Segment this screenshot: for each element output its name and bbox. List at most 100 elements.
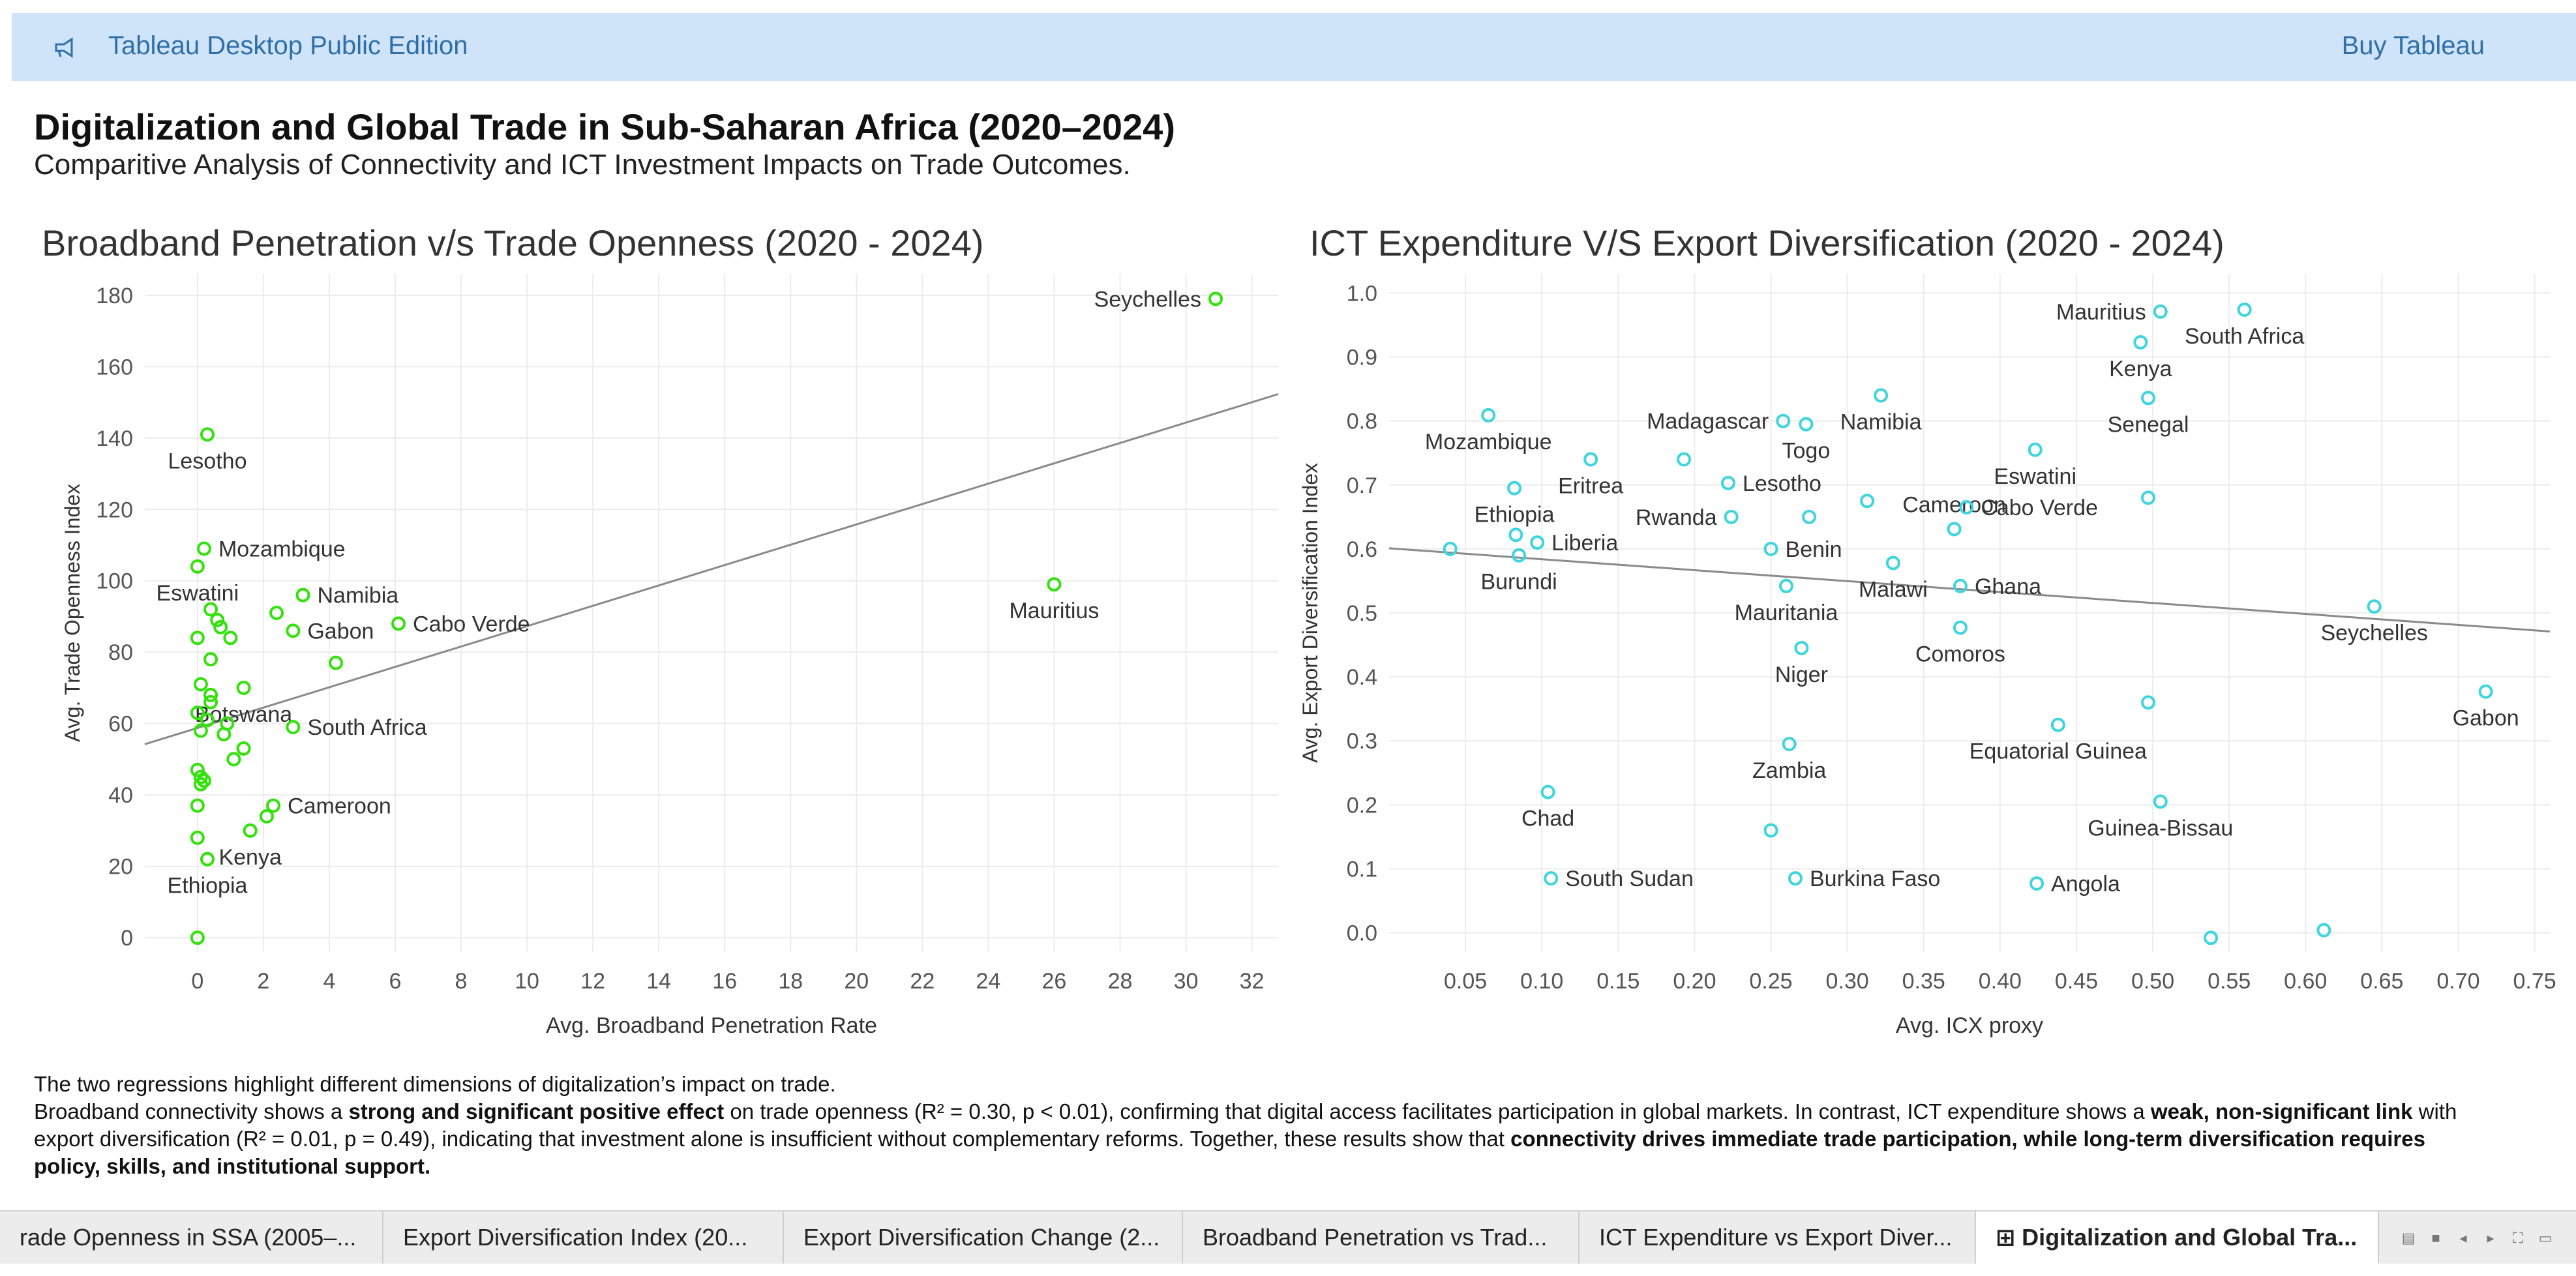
x-tick-label: 0.35 (1902, 969, 1945, 994)
x-tick-label: 0.50 (2131, 969, 2174, 994)
x-tick-label: 6 (389, 969, 402, 994)
y-tick-label: 0.1 (1347, 857, 1377, 882)
point-label: Niger (1775, 662, 1828, 687)
scroll-right-icon[interactable]: ▸ (2487, 1230, 2494, 1246)
x-tick-label: 22 (910, 969, 935, 994)
data-point (193, 777, 208, 792)
data-point (203, 652, 218, 667)
fullscreen-icon[interactable]: ⛶ (2513, 1230, 2523, 1246)
data-point (1544, 871, 1559, 886)
point-label: Eswatini (1994, 464, 2076, 489)
data-point (2029, 876, 2044, 891)
y-axis-title: Avg. Trade Openness Index (61, 484, 84, 742)
point-label: Malawi (1859, 577, 1928, 602)
data-point (217, 727, 232, 742)
buy-tableau-link[interactable]: Buy Tableau (2341, 31, 2485, 60)
point-label: Liberia (1551, 531, 1618, 556)
megaphone-icon (55, 37, 73, 58)
ict-diversification-scatter[interactable]: 0.05 0.10 0.15 0.20 0.25 0.30 0.35 0.40 0.45 0.50… (1291, 274, 2576, 1043)
trend-line (144, 393, 1279, 745)
data-point (193, 769, 208, 784)
y-tick-label: 20 (108, 855, 133, 880)
point-label: Eritrea (1558, 474, 1623, 499)
note-line1: The two regressions highlight different … (34, 1072, 836, 1096)
data-point (213, 619, 228, 634)
tab-trade-openness[interactable]: rade Openness in SSA (2005–... (0, 1211, 383, 1264)
data-point (2133, 334, 2148, 349)
data-point (1724, 509, 1739, 524)
x-tick-label: 0.65 (2360, 969, 2403, 994)
data-point (2141, 391, 2156, 406)
y-tick-label: 0.8 (1347, 409, 1377, 434)
analysis-note: The two regressions highlight different … (34, 1071, 2473, 1180)
point-label: Burkina Faso (1810, 867, 1940, 891)
x-tick-label: 0.20 (1673, 969, 1716, 994)
y-tick-label: 0.2 (1347, 793, 1377, 818)
top-bar: Tableau Desktop Public Edition Buy Table… (12, 13, 2576, 81)
point-label: Seychelles (2320, 621, 2427, 645)
data-point (190, 930, 205, 945)
data-point (243, 823, 258, 838)
point-label: Kenya (2109, 357, 2172, 381)
dashboard-title: Digitalization and Global Trade in Sub-S… (34, 106, 1175, 147)
scroll-left-icon[interactable]: ◂ (2459, 1230, 2467, 1246)
chart2-title: ICT Expenditure V/S Export Diversificati… (1310, 222, 2224, 263)
broadband-trade-scatter[interactable]: 0 2 4 6 8 10 12 14 16 18 20 22 24 26 28 30 3202040608010… (0, 274, 1291, 1043)
data-point (1507, 481, 1522, 496)
data-point (259, 809, 274, 823)
point-label: Equatorial Guinea (1969, 739, 2147, 764)
x-tick-label: 0.40 (1979, 969, 2022, 994)
data-point (203, 694, 218, 709)
data-point (226, 752, 241, 767)
data-point (190, 705, 205, 720)
note-bold-a: strong and significant positive effect (348, 1099, 725, 1123)
data-point (193, 677, 208, 692)
data-point (236, 680, 251, 695)
data-point (1443, 541, 1458, 556)
data-point (200, 427, 215, 442)
y-tick-label: 180 (96, 284, 133, 308)
point-label: Seychelles (1094, 287, 1201, 312)
tab-export-diversification-index[interactable]: Export Diversification Index (20... (383, 1211, 784, 1264)
x-tick-label: 10 (515, 969, 539, 994)
data-point (329, 655, 344, 670)
data-point (1953, 620, 1968, 635)
tab-digitalization-global-trade[interactable]: ⊞ Digitalization and Global Tra... (1976, 1211, 2379, 1264)
data-point (1776, 413, 1791, 428)
data-point (1799, 417, 1814, 432)
presentation-icon[interactable]: ▭ (2538, 1230, 2553, 1246)
y-tick-label: 80 (108, 640, 133, 665)
x-tick-label: 20 (844, 969, 869, 994)
point-label: Ethiopia (168, 874, 248, 898)
tab-broadband-vs-trade[interactable]: Broadband Penetration vs Trad... (1183, 1211, 1580, 1264)
tab-export-diversification-change[interactable]: Export Diversification Change (2... (784, 1211, 1183, 1264)
trend-line (1388, 547, 2551, 632)
data-point (1208, 291, 1223, 306)
y-tick-label: 140 (96, 426, 133, 451)
x-tick-label: 0.60 (2284, 969, 2327, 994)
x-tick-label: 8 (455, 969, 468, 994)
point-label: Ethiopia (1475, 503, 1555, 527)
point-label: Togo (1782, 439, 1831, 464)
data-point (2237, 302, 2252, 317)
data-point (2153, 304, 2168, 319)
data-point (2141, 695, 2156, 710)
y-tick-label: 0.7 (1347, 473, 1377, 498)
data-point (200, 713, 215, 728)
y-tick-label: 60 (108, 712, 133, 737)
data-point (1794, 640, 1809, 655)
sheet-sorter-icon[interactable]: ▤ (2401, 1230, 2416, 1246)
dashboard-subtitle: Comparitive Analysis of Connectivity and… (34, 149, 1131, 181)
data-point (236, 741, 251, 756)
data-point (190, 631, 205, 645)
filmstrip-icon[interactable]: ■ (2431, 1230, 2440, 1246)
data-point (1788, 871, 1803, 886)
tab-ict-vs-export[interactable]: ICT Expenditure vs Export Diver... (1580, 1211, 1976, 1264)
data-point (1677, 452, 1692, 467)
point-label: Rwanda (1636, 505, 1717, 530)
note-text-b: on trade openness (R² = 0.30, p < 0.01),… (724, 1099, 2151, 1123)
sheet-tab-bar: rade Openness in SSA (2005–... Export Di… (0, 1210, 2576, 1264)
app-title: Tableau Desktop Public Edition (108, 31, 468, 60)
point-label: Cabo Verde (1981, 496, 2098, 520)
data-point (1540, 784, 1555, 799)
